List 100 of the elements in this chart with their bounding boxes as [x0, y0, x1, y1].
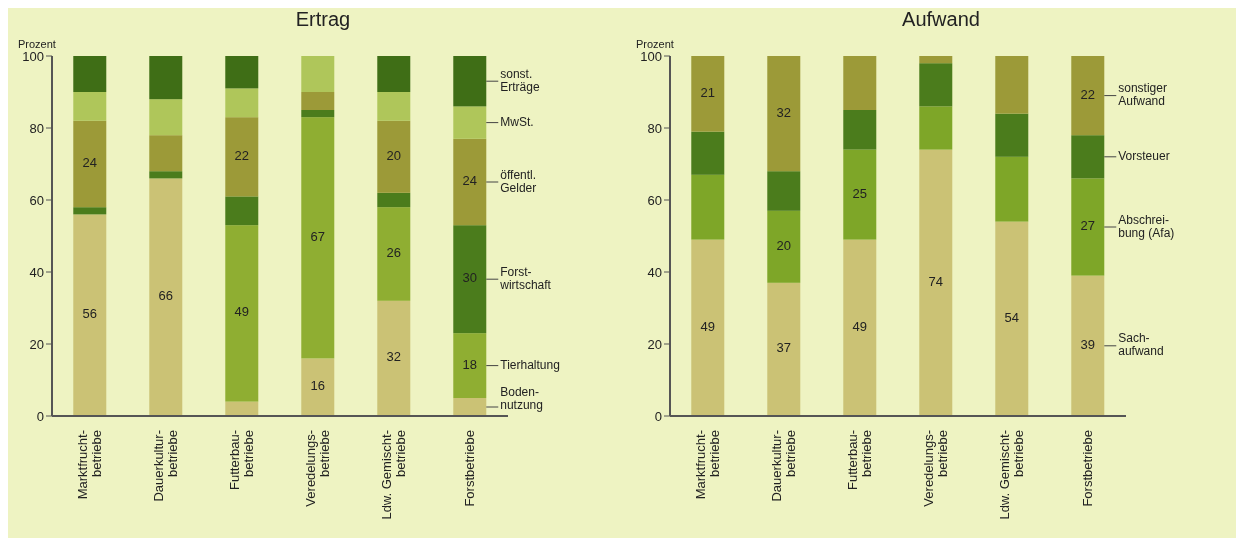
bar	[225, 88, 259, 118]
bar	[767, 56, 801, 172]
data-label: 49	[700, 319, 716, 335]
y-tick-label: 0	[654, 408, 662, 424]
data-label: 26	[386, 245, 402, 261]
data-label: 56	[82, 306, 98, 322]
y-tick-label: 20	[647, 336, 662, 352]
y-tick-label: 20	[29, 336, 44, 352]
chart-title: Ertrag	[294, 8, 352, 32]
series-label: Vorsteuer	[1118, 148, 1170, 163]
x-tick-label: Marktfrucht- betriebe	[75, 430, 104, 500]
bar	[453, 225, 487, 334]
x-tick-label: Forstbetriebe	[1080, 430, 1095, 507]
data-label: 30	[462, 270, 478, 286]
bar	[767, 282, 801, 416]
bar	[843, 110, 877, 150]
data-label: 22	[1080, 87, 1096, 103]
bar	[843, 56, 877, 110]
series-label: Tierhaltung	[500, 357, 560, 372]
series-label: Abschrei- bung (Afa)	[1118, 212, 1175, 240]
bar	[225, 401, 259, 416]
series-label: MwSt.	[500, 114, 534, 129]
y-axis-title: Prozent	[18, 38, 56, 50]
bar	[73, 214, 107, 416]
bar	[377, 300, 411, 416]
bar	[453, 398, 487, 416]
bar	[1071, 135, 1105, 179]
chart-title: Aufwand	[901, 8, 981, 32]
bar	[1071, 275, 1105, 416]
bar	[919, 63, 953, 107]
bar	[377, 192, 411, 208]
bar	[691, 131, 725, 175]
bar	[767, 210, 801, 283]
series-label: Forst- wirtschaft	[499, 264, 552, 292]
bar	[995, 113, 1029, 157]
data-label: 37	[776, 340, 792, 356]
data-label: 24	[82, 155, 98, 171]
data-label: 18	[462, 357, 478, 373]
x-tick-label: Marktfrucht- betriebe	[693, 430, 722, 500]
data-label: 22	[234, 148, 250, 164]
bar	[301, 110, 335, 118]
x-tick-label: Ldw. Gemischt- betriebe	[379, 430, 408, 520]
x-tick-label: Veredelungs- betriebe	[303, 430, 332, 507]
x-tick-label: Futterbau- betriebe	[845, 430, 874, 490]
series-label: sonst. Erträge	[500, 66, 540, 94]
bar	[73, 56, 107, 92]
data-label: 39	[1080, 337, 1096, 353]
bar	[225, 117, 259, 197]
bar	[995, 156, 1029, 222]
data-label: 66	[158, 288, 174, 304]
y-tick-label: 80	[29, 120, 44, 136]
bar	[149, 171, 183, 179]
y-tick-label: 0	[36, 408, 44, 424]
bar	[73, 92, 107, 121]
bar	[377, 56, 411, 92]
data-label: 67	[310, 229, 326, 245]
bar	[843, 239, 877, 416]
y-tick-label: 60	[29, 192, 44, 208]
y-tick-label: 100	[640, 48, 662, 64]
bar	[301, 92, 335, 110]
data-label: 21	[700, 85, 716, 101]
data-label: 49	[234, 304, 250, 320]
y-tick-label: 80	[647, 120, 662, 136]
bar	[453, 56, 487, 107]
series-label: sonstiger Aufwand	[1118, 81, 1167, 109]
bar	[73, 207, 107, 215]
bar	[995, 56, 1029, 114]
bar	[225, 225, 259, 402]
bar	[919, 56, 953, 64]
bar	[149, 135, 183, 172]
x-tick-label: Ldw. Gemischt- betriebe	[997, 430, 1026, 520]
x-tick-label: Veredelungs- betriebe	[921, 430, 950, 507]
bar	[377, 92, 411, 121]
y-tick-label: 60	[647, 192, 662, 208]
bar	[301, 117, 335, 359]
x-tick-label: Futterbau- betriebe	[227, 430, 256, 490]
bar	[453, 106, 487, 139]
bar	[1071, 178, 1105, 276]
data-label: 32	[776, 105, 792, 121]
bar	[767, 171, 801, 211]
bar	[225, 196, 259, 226]
y-tick-label: 40	[29, 264, 44, 280]
bar	[919, 149, 953, 416]
bar	[995, 221, 1029, 416]
data-label: 74	[928, 274, 944, 290]
bar	[453, 333, 487, 398]
bar	[919, 106, 953, 150]
bar	[149, 99, 183, 136]
data-label: 24	[462, 173, 478, 189]
bar	[843, 149, 877, 240]
data-label: 49	[852, 319, 868, 335]
series-label: Sach- aufwand	[1118, 331, 1164, 359]
data-label: 20	[776, 238, 792, 254]
series-label: Boden- nutzung	[500, 385, 543, 413]
bar	[225, 56, 259, 89]
y-tick-label: 100	[22, 48, 44, 64]
bar	[377, 207, 411, 301]
data-label: 54	[1004, 310, 1020, 326]
bar	[691, 56, 725, 132]
data-label: 32	[386, 349, 402, 365]
